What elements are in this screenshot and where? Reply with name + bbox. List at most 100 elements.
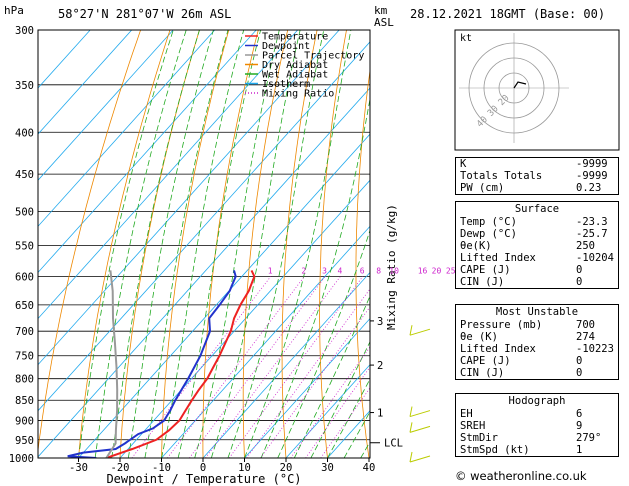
wind-barb xyxy=(409,425,431,433)
temp-tick-label: 20 xyxy=(280,462,293,474)
datetime-text: 28.12.2021 18GMT (Base: 00) xyxy=(410,7,605,21)
pressure-tick-label: 1000 xyxy=(9,453,34,465)
mixing-ratio-line xyxy=(131,276,272,458)
index-value: -9999 xyxy=(576,170,608,182)
km-label: km xyxy=(374,4,388,17)
hodograph-value: 9 xyxy=(576,420,583,432)
wind-barbs xyxy=(409,325,431,463)
mixing-ratio-line xyxy=(320,387,370,458)
asl-label: ASL xyxy=(374,16,394,29)
pressure-tick-label: 700 xyxy=(15,326,34,338)
wet-adiabat-line xyxy=(127,30,214,458)
wet-adiabat-line xyxy=(111,30,200,458)
temp-tick-label: 10 xyxy=(238,462,251,474)
wet-adiabat-line xyxy=(161,30,245,458)
hodograph-kt-label: kt xyxy=(460,33,472,44)
surface-label: Temp (°C) xyxy=(460,216,517,228)
surface-label: CAPE (J) xyxy=(460,264,511,276)
pressure-tick-label: 350 xyxy=(15,80,34,92)
hodograph-row: SREH 9 xyxy=(456,420,618,432)
temp-tick-label: 30 xyxy=(321,462,334,474)
wet-adiabat-line xyxy=(94,30,187,458)
pressure-tick-label: 300 xyxy=(15,25,34,37)
most-unstable-title: Most Unstable xyxy=(495,306,579,318)
temp-tick-label: 0 xyxy=(200,462,206,474)
most-unstable-label: θe (K) xyxy=(460,331,498,343)
most-unstable-value: 274 xyxy=(576,331,595,343)
index-label: K xyxy=(460,158,467,170)
wet-adiabat-line xyxy=(78,30,174,458)
wet-adiabat-line xyxy=(144,30,229,458)
isotherm-line xyxy=(161,225,370,458)
dry-adiabat-line xyxy=(38,30,141,453)
wet-adiabat-line xyxy=(293,295,370,458)
mixing-ratio-label: 1 xyxy=(268,266,273,275)
hodograph-label: StmDir xyxy=(460,432,498,444)
mixing-ratio-line xyxy=(290,346,370,458)
parcel-trajectory-line xyxy=(105,270,119,458)
isotherm-line xyxy=(202,271,370,458)
hodograph-row: StmSpd (kt) 1 xyxy=(456,444,618,456)
surface-value: 0 xyxy=(576,276,583,288)
background-lines xyxy=(38,30,370,458)
surface-label: Lifted Index xyxy=(460,252,536,264)
hodograph-row: EH 6 xyxy=(456,408,618,420)
legend-label: Isotherm xyxy=(262,79,310,90)
most-unstable-value: 0 xyxy=(576,367,583,379)
most-unstable-value: 0 xyxy=(576,355,583,367)
copyright-text: © weatheronline.co.uk xyxy=(455,469,587,483)
hodograph-trace xyxy=(513,81,527,89)
mixing-ratio-line xyxy=(246,288,370,458)
pressure-tick-label: 550 xyxy=(15,240,34,252)
wet-adiabat-line xyxy=(177,30,261,458)
dry-adiabat-line xyxy=(78,30,171,458)
hodograph-value: 1 xyxy=(576,444,583,456)
hodograph-label: EH xyxy=(460,408,473,420)
mixing-ratio-label: 10 xyxy=(389,266,399,275)
legend-label: Wet Adiabat xyxy=(262,70,328,81)
mixing-ratio-label: 4 xyxy=(337,266,342,275)
location-text: 58°27'N 281°07'W 26m ASL xyxy=(58,7,231,21)
wind-barb xyxy=(409,410,431,418)
surface-row: Temp (°C) -23.3 xyxy=(456,216,618,228)
pressure-tick-label: 750 xyxy=(15,351,34,363)
most-unstable-label: Lifted Index xyxy=(460,343,536,355)
wet-adiabat-line xyxy=(194,30,280,458)
isotherm-line xyxy=(38,30,257,274)
isotherm-line xyxy=(38,87,370,458)
mixing-ratio-line xyxy=(228,276,364,458)
most-unstable-table: Most Unstable Pressure (mb) 700 θe (K) 274 L… xyxy=(455,304,619,380)
index-label: Totals Totals xyxy=(460,170,543,182)
legend-label: Temperature xyxy=(262,32,328,43)
dry-adiabat-line xyxy=(119,30,200,458)
isotherm-line xyxy=(38,41,370,412)
temp-tick-label: -10 xyxy=(152,462,171,474)
most-unstable-label: CAPE (J) xyxy=(460,355,511,367)
hodograph-table-title: Hodograph xyxy=(508,395,566,407)
mixing-ratio-label: 6 xyxy=(360,266,365,275)
wind-barb-flag xyxy=(409,406,413,417)
pressure-tick-label: 650 xyxy=(15,300,34,312)
wet-adiabat-line xyxy=(227,30,325,458)
mixing-ratio-label: 16 xyxy=(418,266,428,275)
x-axis-label: Dewpoint / Temperature (°C) xyxy=(106,472,301,486)
index-value: -9999 xyxy=(576,158,608,170)
hodograph-row: StmDir 279° xyxy=(456,432,618,444)
isotherm-line xyxy=(244,317,370,458)
wind-barb-flag xyxy=(409,451,413,463)
isotherm-line xyxy=(38,30,132,135)
surface-row: Dewp (°C) -25.7 xyxy=(456,228,618,240)
hodograph-frame xyxy=(454,29,620,151)
pressure-tick-label: 500 xyxy=(15,207,34,219)
mixing-ratio-line xyxy=(305,366,370,458)
surface-value: -10204 xyxy=(576,252,614,264)
pressure-tick-label: 400 xyxy=(15,127,34,139)
pressure-tick-label: 800 xyxy=(15,374,34,386)
wind-barb-flag xyxy=(409,422,413,433)
plot-frame xyxy=(37,29,371,459)
pressure-tick-label: 450 xyxy=(15,169,34,181)
mixing-ratio-line xyxy=(167,276,305,458)
